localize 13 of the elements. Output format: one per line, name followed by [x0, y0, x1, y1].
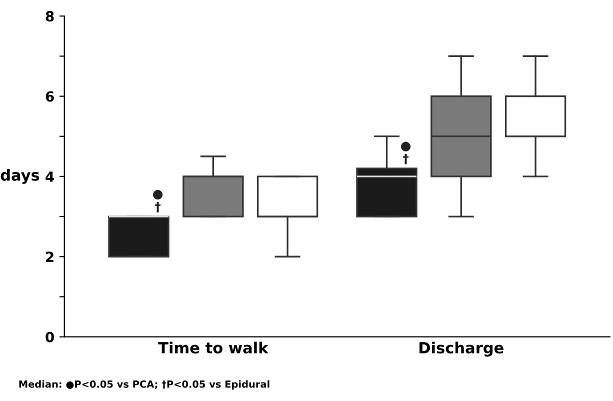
- y-axis-title: days: [0, 168, 40, 184]
- y-tick-label: 0: [46, 332, 54, 342]
- x-tick-label: Discharge: [420, 342, 504, 357]
- x-tick-label: Time to walk: [158, 342, 269, 354]
- y-tick-label: 4: [46, 172, 54, 182]
- annotation: †: [402, 154, 409, 164]
- y-tick-label: 2: [46, 252, 54, 262]
- y-tick-label: 6: [46, 91, 54, 102]
- y-tick-label: 8: [46, 11, 54, 22]
- annotation: ●: [401, 142, 411, 152]
- text: Median: ●P<0.05 vs PCA; †P<0.05 vs Epidural: [19, 380, 270, 390]
- annotation: †: [155, 202, 161, 212]
- annotation: ●: [153, 190, 163, 200]
